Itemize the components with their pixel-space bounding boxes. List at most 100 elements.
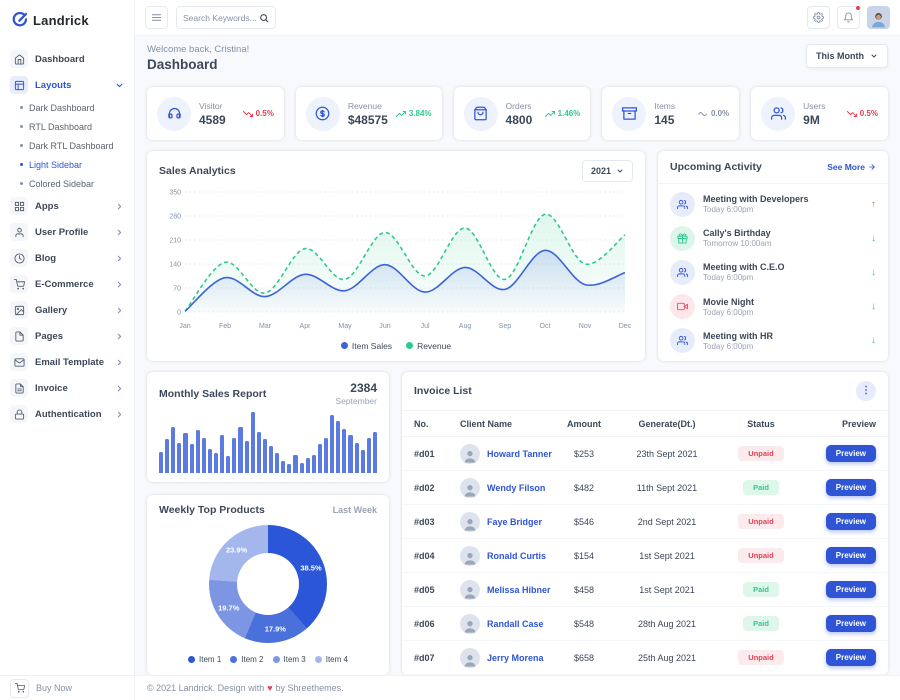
stat-change: 0.0% (698, 109, 729, 119)
topbar-actions (807, 5, 890, 29)
preview-button[interactable]: Preview (825, 649, 876, 666)
search-input[interactable] (183, 12, 259, 23)
sidebar-item-e-commerce[interactable]: E-Commerce (0, 271, 134, 297)
activity-item-2[interactable]: Cally's Birthday Tomorrow 10:00am ↓ (670, 225, 876, 251)
stat-value: 9M (803, 112, 820, 127)
client-name-link[interactable]: Wendy Filson (487, 482, 546, 493)
sales-bar (171, 427, 176, 473)
sidebar-subitem-light-sidebar[interactable]: Light Sidebar (0, 155, 134, 174)
sidebar-subitem-colored-sidebar[interactable]: Colored Sidebar (0, 174, 134, 193)
sidebar-item-user-profile[interactable]: User Profile (0, 219, 134, 245)
sidebar-item-gallery[interactable]: Gallery (0, 297, 134, 323)
stat-label: Users (803, 100, 826, 111)
activity-time: Today 6:00pm (703, 205, 754, 215)
sidebar-item-dashboard[interactable]: Dashboard (0, 46, 134, 72)
menu-toggle-button[interactable] (145, 6, 168, 29)
settings-button[interactable] (807, 6, 830, 29)
preview-button[interactable]: Preview (825, 581, 876, 598)
status-badge: Unpaid (738, 446, 784, 461)
period-selector[interactable]: This Month (806, 44, 888, 68)
notifications-button[interactable] (837, 5, 861, 29)
invoice-row-d02: #d02 Wendy Filson $482 11th Sept 2021 Paid Pr… (402, 471, 888, 505)
donut-wrap: 38.5% 17.9% 19.7% 23.9% (159, 516, 377, 652)
user-avatar[interactable] (867, 6, 890, 29)
sales-bar (311, 454, 316, 473)
sidebar-item-pages[interactable]: Pages (0, 323, 134, 349)
invoice-row-d05: #d05 Melissa Hibner $458 1st Sept 2021 Paid P… (402, 573, 888, 607)
file-text-icon (10, 379, 28, 397)
charts-row: Sales Analytics 2021 350 280 210 140 70 0 Jan F… (147, 151, 888, 361)
sidebar-item-apps[interactable]: Apps (0, 193, 134, 219)
sidebar-subitem-dark-dashboard[interactable]: Dark Dashboard (0, 98, 134, 117)
sidebar-subitem-dark-rtl-dashboard[interactable]: Dark RTL Dashboard (0, 136, 134, 155)
donut-slice-label: 17.9% (264, 624, 286, 634)
search-icon[interactable] (259, 13, 269, 23)
sidebar-item-layouts[interactable]: Layouts (0, 72, 134, 98)
cart-icon[interactable] (10, 678, 29, 698)
chevron-right-icon (115, 384, 124, 393)
client-name-link[interactable]: Randall Case (487, 618, 544, 629)
donut-legend-item-4[interactable]: Item 4 (314, 654, 348, 664)
sidebar: Landrick Dashboard Layouts Dark Dashboard R… (0, 0, 135, 700)
invoice-table-body: #d01 Howard Tanner $253 23th Sept 2021 Unpai… (402, 437, 888, 675)
legend-label: Item 4 (325, 654, 348, 664)
preview-button[interactable]: Preview (825, 445, 876, 462)
svg-text:Apr: Apr (300, 323, 312, 330)
sidebar-item-authentication[interactable]: Authentication (0, 401, 134, 427)
invoice-more-button[interactable]: ⋮ (856, 381, 876, 401)
invoice-col-client-name: Client Name (460, 418, 513, 429)
activity-item-1[interactable]: Meeting with Developers Today 6:00pm ↑ (670, 191, 876, 217)
legend-dot (272, 655, 280, 663)
users-icon (670, 328, 695, 354)
sidebar-item-blog[interactable]: Blog (0, 245, 134, 271)
sales-bar (195, 430, 200, 473)
svg-text:Dec: Dec (619, 323, 632, 330)
activity-list: Meeting with Developers Today 6:00pm ↑ Call… (658, 184, 888, 361)
invoice-col-generate-dt-: Generate(Dt.) (638, 418, 696, 429)
preview-button[interactable]: Preview (825, 615, 876, 632)
client-avatar (460, 545, 480, 566)
legend-item-item-sales[interactable]: Item Sales (340, 341, 392, 351)
sales-bar (268, 445, 274, 473)
sidebar-item-email-template[interactable]: Email Template (0, 349, 134, 375)
svg-text:350: 350 (169, 190, 181, 197)
sidebar-item-invoice[interactable]: Invoice (0, 375, 134, 401)
donut-legend-item-2[interactable]: Item 2 (230, 655, 264, 664)
sales-bar (177, 442, 182, 473)
preview-button[interactable]: Preview (825, 479, 876, 496)
svg-text:140: 140 (169, 262, 181, 269)
activity-item-3[interactable]: Meeting with C.E.O Today 6:00pm ↓ (670, 259, 876, 285)
invoice-no: #d05 (414, 584, 435, 595)
brand-logo[interactable]: Landrick (0, 0, 134, 38)
client-name-link[interactable]: Howard Tanner (487, 448, 552, 459)
svg-text:Jul: Jul (421, 323, 430, 330)
preview-button[interactable]: Preview (825, 513, 876, 530)
sidebar-subitem-rtl-dashboard[interactable]: RTL Dashboard (0, 117, 134, 136)
sidebar-subitem-label: RTL Dashboard (29, 121, 93, 132)
client-name-link[interactable]: Faye Bridger (487, 516, 543, 527)
see-more-link[interactable]: See More (827, 162, 876, 172)
clock-icon (10, 249, 28, 267)
year-selector[interactable]: 2021 (581, 160, 633, 182)
user-icon (10, 223, 28, 241)
activity-item-4[interactable]: Movie Night Today 6:00pm ↓ (670, 294, 876, 320)
donut-legend-item-3[interactable]: Item 3 (272, 655, 306, 664)
preview-button[interactable]: Preview (825, 547, 876, 564)
topbar (135, 0, 900, 36)
invoice-date: 1st Sept 2021 (639, 550, 695, 561)
donut-legend-item-1[interactable]: Item 1 (188, 655, 221, 664)
client-name-link[interactable]: Jerry Morena (487, 652, 544, 663)
client-name-link[interactable]: Melissa Hibner (487, 584, 551, 595)
invoice-row-d06: #d06 Randall Case $548 28th Aug 2021 Paid Pre… (402, 607, 888, 641)
chevron-right-icon (115, 358, 124, 367)
legend-dot (230, 655, 238, 663)
client-name-link[interactable]: Ronald Curtis (487, 550, 547, 561)
legend-item-revenue[interactable]: Revenue (406, 341, 451, 351)
activity-item-5[interactable]: Meeting with HR Today 6:00pm ↓ (670, 328, 876, 354)
heart-icon: ♥ (267, 683, 273, 693)
users-icon (670, 259, 695, 285)
arrow-down-icon: ↓ (871, 266, 876, 278)
svg-text:210: 210 (169, 238, 181, 245)
buy-now-label[interactable]: Buy Now (36, 683, 73, 693)
client-avatar (460, 511, 480, 532)
